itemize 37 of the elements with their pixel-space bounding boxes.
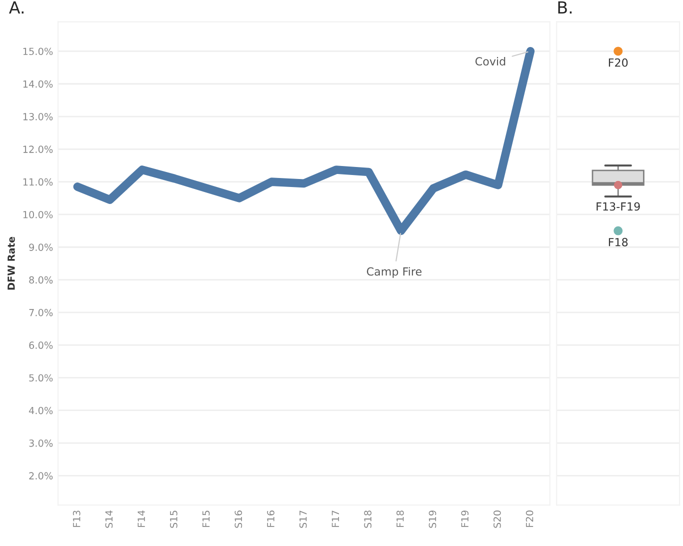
series-label: F20 [608, 58, 628, 67]
x-tick-label: S19 [428, 510, 436, 528]
y-tick-label: 15.0% [23, 48, 53, 56]
y-tick-label: 14.0% [23, 80, 53, 88]
x-tick-label: S16 [234, 510, 242, 528]
x-tick-label: S18 [364, 510, 372, 528]
y-tick-label: 7.0% [29, 308, 53, 316]
x-tick-label: S17 [299, 510, 307, 528]
y-tick-label: 2.0% [29, 472, 53, 480]
x-tick-label: S20 [494, 510, 501, 528]
chart-title: B. [558, 1, 572, 14]
y-tick-label: 8.0% [29, 276, 53, 284]
series-label: F18 [608, 238, 628, 246]
chart-title: A. [9, 1, 24, 14]
y-tick-label: 13.0% [23, 113, 53, 120]
x-tick-label: F17 [332, 510, 339, 527]
x-tick-label: F20 [526, 510, 534, 527]
x-tick-label: F19 [461, 510, 469, 527]
x-tick-label: S15 [170, 510, 178, 528]
y-tick-label: 3.0% [29, 439, 53, 447]
y-axis-title: DFW Rate [8, 236, 15, 290]
annotation: Camp Fire [366, 267, 422, 278]
y-tick-label: 4.0% [28, 406, 53, 414]
category-label: F13-F19 [596, 202, 640, 211]
x-tick-label: S14 [105, 510, 113, 528]
y-tick-label: 12.0% [23, 146, 53, 154]
y-tick-label: 11.0% [23, 178, 53, 186]
annotation: Covid [475, 56, 506, 66]
y-tick-label: 9.0% [29, 244, 53, 251]
x-tick-label: F18 [396, 510, 404, 527]
x-tick-label: F14 [138, 510, 145, 527]
x-tick-label: F16 [267, 510, 274, 527]
y-tick-label: 6.0% [29, 342, 53, 349]
x-tick-label: F15 [202, 510, 210, 527]
y-tick-label: 10.0% [23, 210, 53, 218]
x-tick-label: F13 [72, 510, 80, 527]
y-tick-label: 5.0% [29, 374, 53, 382]
